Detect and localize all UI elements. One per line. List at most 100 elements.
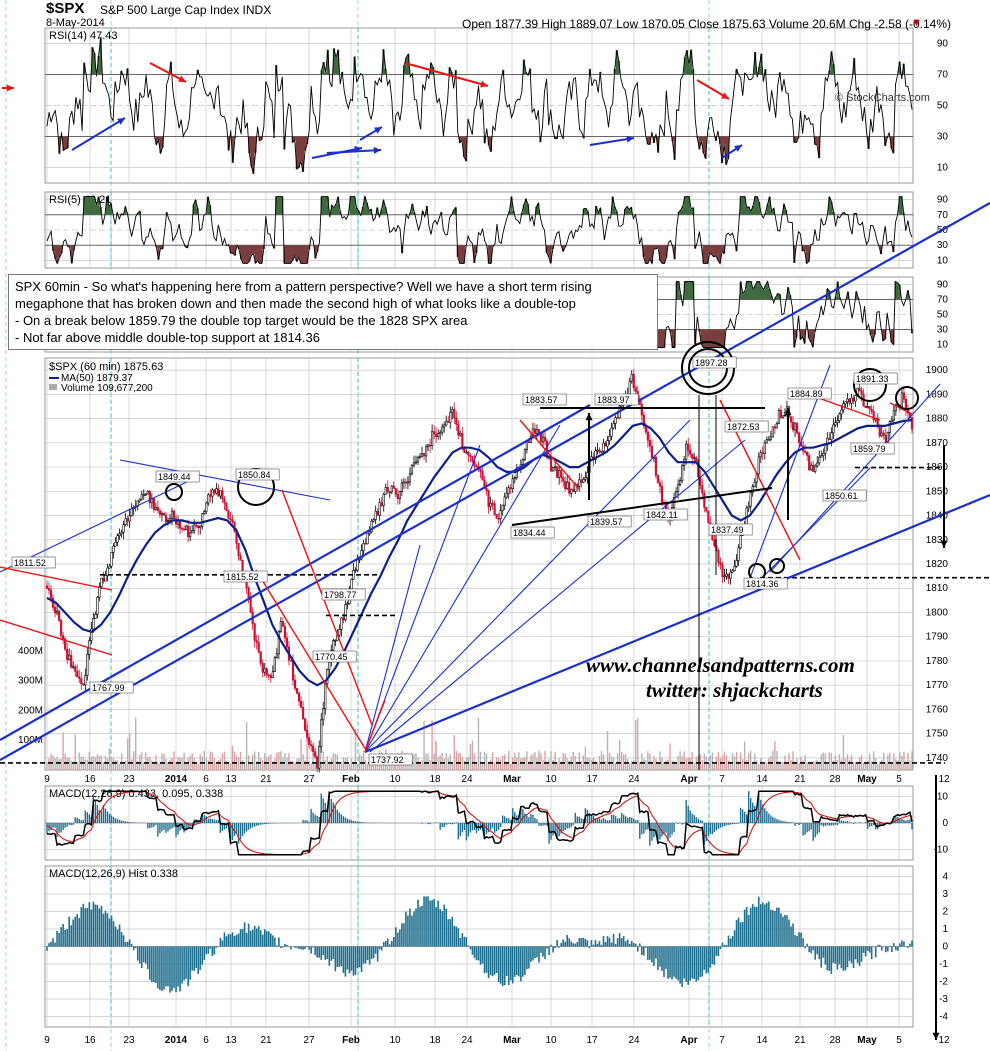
candle-body xyxy=(189,532,192,538)
candle-body xyxy=(412,462,416,466)
change-down-icon: ▼ xyxy=(911,17,922,29)
y-tick-label: 10 xyxy=(937,340,949,351)
candle-body xyxy=(124,518,127,526)
rsi-divergence-arrow-head xyxy=(6,84,14,92)
candle-body xyxy=(461,433,464,450)
candle-body xyxy=(172,510,176,519)
candle-body xyxy=(253,623,256,641)
candle-body xyxy=(614,417,617,424)
candle-body xyxy=(382,493,385,506)
x-tick-label: 14 xyxy=(756,1035,768,1046)
price-label: 1883.57 xyxy=(525,395,558,405)
candle-body xyxy=(70,654,73,668)
candle-body xyxy=(74,666,77,672)
candle-body xyxy=(291,660,295,681)
candle-body xyxy=(62,635,65,640)
high-circle xyxy=(895,386,919,410)
candle-body xyxy=(102,577,105,582)
watermark-site: www.channelsandpatterns.com xyxy=(586,653,855,677)
candle-body xyxy=(269,675,272,678)
candle-body xyxy=(580,479,583,483)
candle-body xyxy=(344,604,347,621)
candle-body xyxy=(180,527,184,530)
candle-body xyxy=(521,459,524,465)
price-label-box xyxy=(155,470,200,483)
rsi-divergence-arrow-head xyxy=(626,135,634,143)
candle-body xyxy=(834,422,837,426)
rsi-divergence-arrow-head xyxy=(117,118,125,125)
candle-body xyxy=(261,663,264,673)
candle-body xyxy=(747,505,750,509)
candle-body xyxy=(656,475,660,484)
y-tick-label: 1780 xyxy=(926,656,949,667)
candle-body xyxy=(168,518,172,521)
candle-body xyxy=(356,559,359,571)
x-tick-label: May xyxy=(857,1035,877,1046)
candle-body xyxy=(828,437,831,440)
y-tick-label: -1 xyxy=(939,959,948,970)
candle-body xyxy=(418,455,422,458)
candle-body xyxy=(277,631,280,655)
candle-body xyxy=(773,426,776,429)
candle-body xyxy=(489,503,492,507)
neckline xyxy=(511,487,773,526)
note-line: - Not far above middle double-top suppor… xyxy=(15,330,320,345)
candle-body xyxy=(455,417,458,425)
x-tick-label: 18 xyxy=(429,774,441,785)
x-tick-label: 28 xyxy=(829,1035,841,1046)
candle-body xyxy=(549,456,553,472)
candle-body xyxy=(201,513,204,527)
x-tick-label: 9 xyxy=(44,774,50,785)
y-tick-label: 30 xyxy=(937,132,949,143)
candle-body xyxy=(94,613,97,619)
candle-body xyxy=(318,746,321,769)
candle-body xyxy=(213,489,216,494)
x-tick-label: 24 xyxy=(628,1035,640,1046)
candle-body xyxy=(582,479,585,483)
candle-body xyxy=(681,465,684,481)
candle-body xyxy=(257,642,260,652)
candle-body xyxy=(723,575,726,578)
candle-body xyxy=(525,441,528,450)
candle-body xyxy=(376,510,379,516)
x-tick-label: 10 xyxy=(389,774,401,785)
candle-body xyxy=(178,520,182,529)
candle-body xyxy=(910,417,914,430)
y-tick-label: -4 xyxy=(939,1012,948,1023)
candle-body xyxy=(765,439,768,444)
price-label-box xyxy=(587,515,632,528)
price-label-box xyxy=(321,588,366,601)
trendline xyxy=(369,439,746,753)
candle-body xyxy=(749,492,752,507)
candle-body xyxy=(836,420,839,423)
candle-body xyxy=(414,461,418,464)
candle-body xyxy=(142,494,145,496)
price-label: 1884.89 xyxy=(790,389,823,399)
candle-body xyxy=(281,621,285,627)
candle-body xyxy=(658,482,662,487)
candle-body xyxy=(543,436,547,442)
candle-body xyxy=(554,466,557,468)
x-tick-label: Apr xyxy=(680,1035,697,1046)
y-tick-label: 1800 xyxy=(926,607,949,618)
candle-body xyxy=(106,567,109,576)
price-label: 1842.11 xyxy=(646,510,678,520)
x-tick-label: 24 xyxy=(461,774,473,785)
x-tick-label: Apr xyxy=(680,774,697,785)
candle-body xyxy=(402,481,405,484)
price-label-box xyxy=(510,526,555,539)
price-title: $SPX (60 min) 1875.63 xyxy=(49,361,163,373)
y-tick-label: 0 xyxy=(942,942,948,953)
trendline xyxy=(0,202,990,761)
candle-body xyxy=(642,414,645,427)
candle-body xyxy=(112,545,115,553)
candle-body xyxy=(390,485,393,493)
price-label: 1850.84 xyxy=(238,470,271,480)
candle-body xyxy=(558,470,561,478)
price-label-box xyxy=(522,393,567,406)
candle-body xyxy=(822,453,825,457)
candle-body xyxy=(265,668,268,676)
macd-title: MACD(12,26,9) 0.433, 0.095, 0.338 xyxy=(49,788,223,800)
x-tick-label: 24 xyxy=(628,774,640,785)
candle-body xyxy=(148,490,151,504)
